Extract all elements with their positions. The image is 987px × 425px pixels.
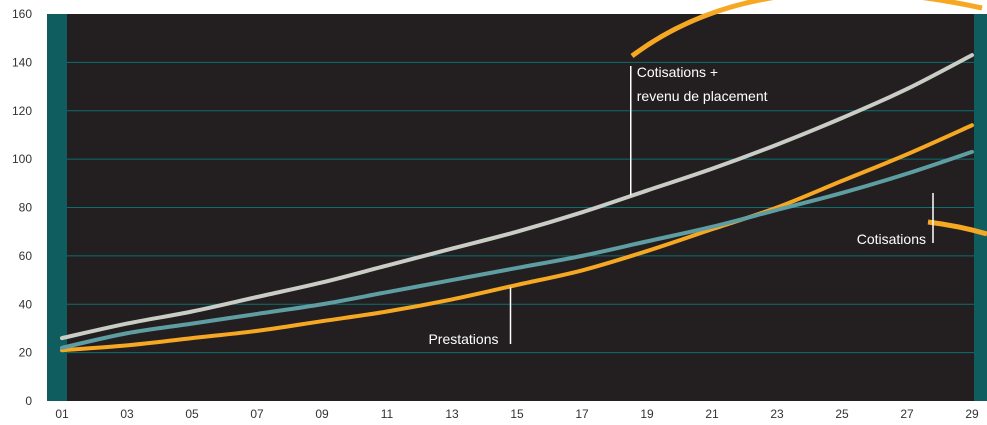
x-tick-label: 27: [900, 407, 914, 421]
x-tick-label: 07: [250, 407, 264, 421]
x-tick-label: 17: [575, 407, 589, 421]
annotation-label: revenu de placement: [637, 88, 768, 104]
y-tick-label: 120: [12, 104, 32, 118]
left-side-bar: [47, 14, 67, 401]
y-tick-label: 160: [12, 7, 32, 21]
x-tick-label: 09: [315, 407, 329, 421]
x-tick-label: 29: [965, 407, 979, 421]
x-tick-label: 21: [705, 407, 719, 421]
annotation-label: Cotisations +: [637, 64, 718, 80]
y-tick-label: 0: [25, 394, 32, 408]
y-tick-label: 100: [12, 152, 32, 166]
x-tick-label: 19: [640, 407, 654, 421]
x-tick-label: 03: [120, 407, 134, 421]
x-tick-label: 25: [835, 407, 849, 421]
y-tick-label: 40: [19, 297, 33, 311]
annotation-label: Cotisations: [857, 231, 926, 247]
y-tick-label: 20: [19, 346, 33, 360]
y-tick-label: 80: [19, 201, 33, 215]
x-tick-label: 15: [510, 407, 524, 421]
x-tick-label: 13: [445, 407, 459, 421]
x-tick-label: 05: [185, 407, 199, 421]
x-tick-label: 01: [55, 407, 69, 421]
x-tick-label: 11: [381, 407, 394, 421]
right-side-bar: [974, 14, 987, 401]
x-axis-ticks: 01 03 05 07 09 11 13 15 17 19 21 23 25 27 29: [55, 407, 979, 421]
x-tick-label: 23: [770, 407, 784, 421]
y-tick-label: 60: [19, 249, 33, 263]
annotation-label: Prestations: [428, 331, 498, 347]
y-tick-label: 140: [12, 55, 32, 69]
